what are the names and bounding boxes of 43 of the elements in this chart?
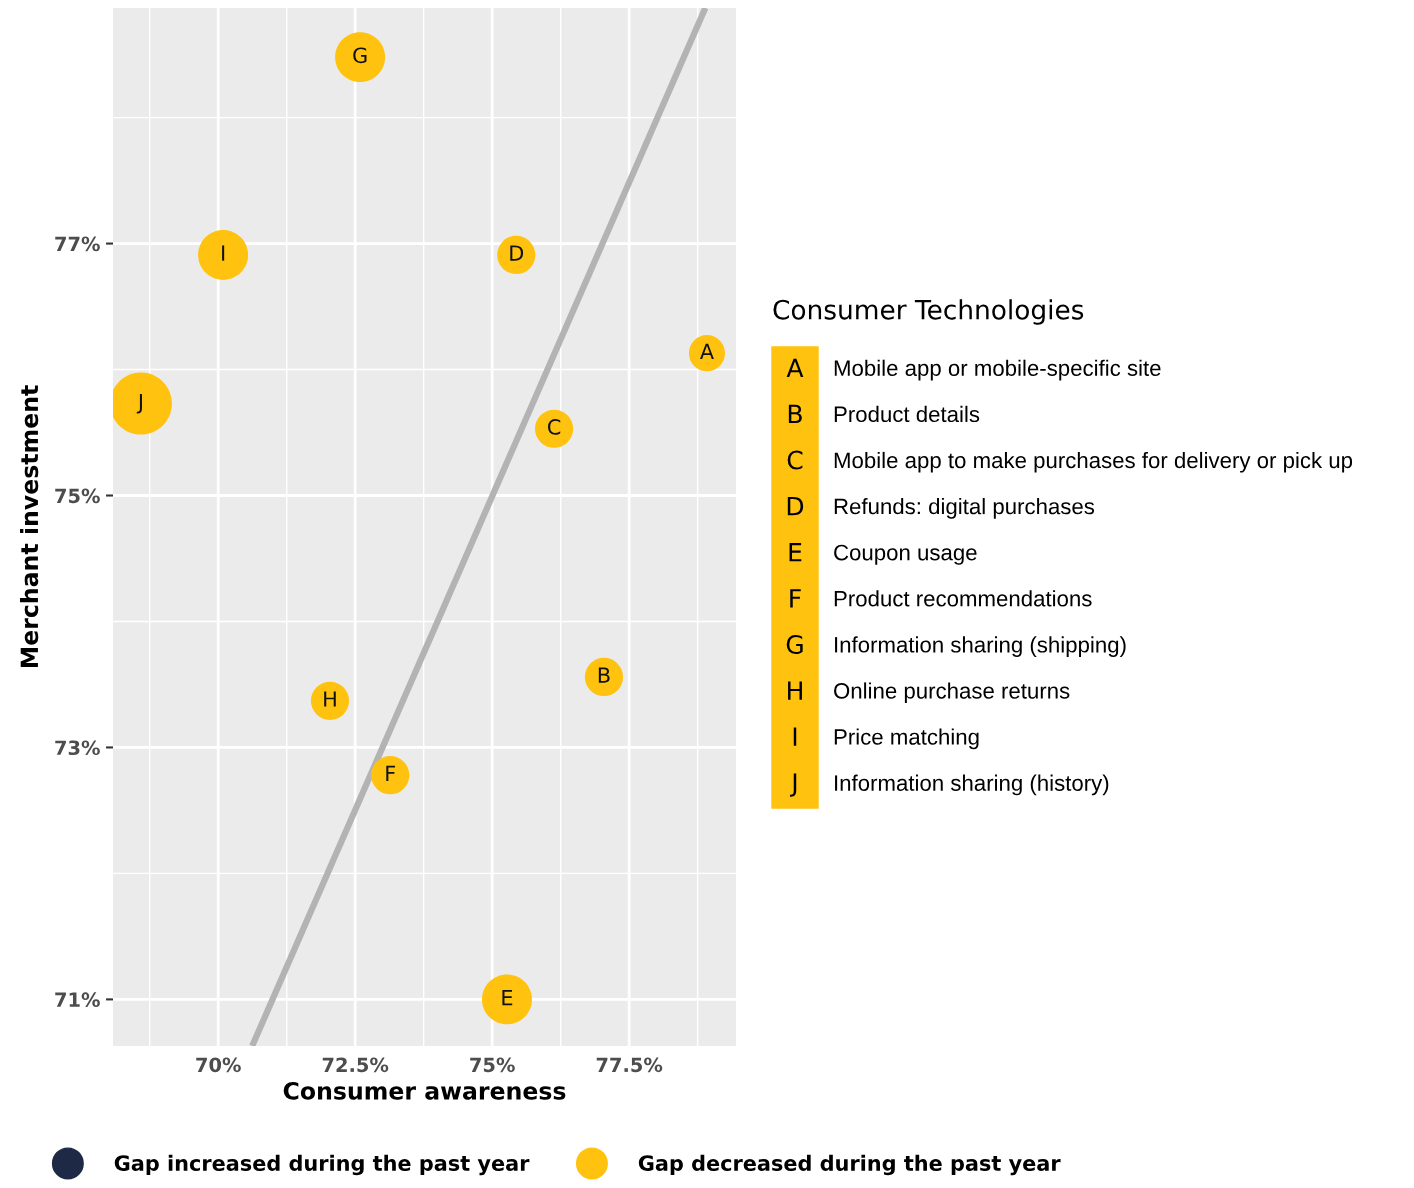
y-tick-label: 73% — [55, 740, 100, 756]
text: H — [788, 681, 802, 700]
text: Information sharing (history) — [835, 774, 1109, 796]
text: Refunds: digital purchases — [834, 497, 1095, 519]
x-tick-label: 77.5% — [596, 1057, 663, 1073]
text: Information sharing (shipping) — [835, 636, 1126, 658]
text: Mobile app to make purchases for delivery or pick up — [834, 451, 1353, 473]
text: F — [790, 589, 801, 608]
x-tick-label: 72.5% — [322, 1057, 389, 1073]
legend-label: Gap decreased during the past year — [638, 1154, 1061, 1176]
text: Price matching — [834, 728, 979, 750]
text: J — [790, 773, 797, 797]
text: D — [787, 497, 804, 516]
data-label: C — [547, 419, 561, 435]
text: E — [789, 543, 802, 562]
data-label: E — [502, 989, 513, 1006]
text: C — [787, 450, 803, 470]
legend-title: Consumer Technologies — [773, 299, 1084, 325]
y-tick-label: 75% — [55, 488, 100, 504]
y-axis-title: Merchant investment — [20, 385, 39, 668]
text: Product details — [834, 405, 980, 423]
text: B — [788, 404, 802, 424]
data-label: H — [324, 691, 336, 707]
x-tick-label: 75% — [470, 1057, 515, 1073]
y-tick-label: 71% — [55, 992, 100, 1008]
x-tick-label: 70% — [196, 1057, 241, 1073]
data-label: A — [700, 343, 714, 359]
text: G — [786, 634, 803, 654]
data-label: G — [353, 47, 367, 64]
text: Mobile app or mobile-specific site — [834, 359, 1161, 381]
data-label: B — [598, 667, 610, 683]
x-axis-title: Consumer awareness — [283, 1081, 566, 1100]
text: Product recommendations — [834, 590, 1092, 607]
data-label: F — [386, 765, 396, 781]
legend-label: Gap increased during the past year — [114, 1154, 530, 1176]
text: Online purchase returns — [834, 682, 1070, 704]
data-label: J — [136, 394, 142, 414]
text: A — [786, 358, 804, 377]
text: Coupon usage — [834, 544, 977, 565]
data-label: I — [222, 245, 225, 261]
data-label: D — [510, 245, 524, 261]
text: I — [793, 727, 797, 746]
y-tick-label: 77% — [55, 236, 100, 252]
